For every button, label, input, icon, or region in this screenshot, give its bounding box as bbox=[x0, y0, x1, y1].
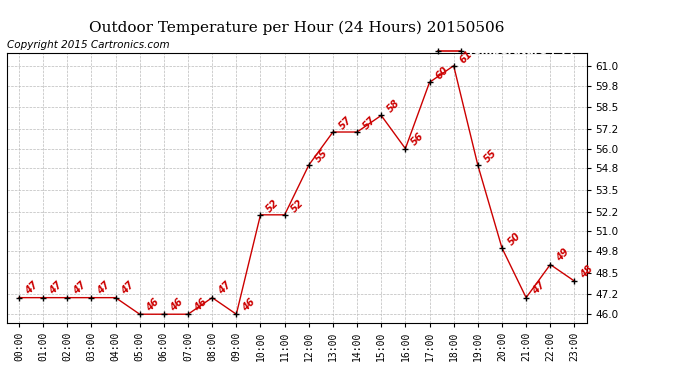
Text: 52: 52 bbox=[289, 197, 306, 214]
Text: 60: 60 bbox=[434, 65, 451, 81]
Text: 47: 47 bbox=[48, 280, 64, 297]
Text: 47: 47 bbox=[72, 280, 88, 297]
Text: 49: 49 bbox=[555, 247, 571, 264]
Text: 46: 46 bbox=[144, 297, 161, 314]
Text: 47: 47 bbox=[217, 280, 233, 297]
Text: 47: 47 bbox=[531, 280, 547, 297]
Title: Outdoor Temperature per Hour (24 Hours) 20150506: Outdoor Temperature per Hour (24 Hours) … bbox=[89, 21, 504, 35]
Text: 55: 55 bbox=[313, 148, 330, 164]
Text: 50: 50 bbox=[506, 231, 523, 247]
Text: 52: 52 bbox=[265, 197, 282, 214]
Text: 46: 46 bbox=[193, 297, 209, 314]
Text: 56: 56 bbox=[410, 131, 426, 148]
Text: 47: 47 bbox=[120, 280, 137, 297]
Text: 57: 57 bbox=[337, 115, 354, 131]
Text: Copyright 2015 Cartronics.com: Copyright 2015 Cartronics.com bbox=[7, 40, 170, 50]
Text: 57: 57 bbox=[362, 115, 378, 131]
Text: 61: 61 bbox=[458, 48, 475, 65]
Text: 55: 55 bbox=[482, 148, 499, 164]
Text: 47: 47 bbox=[23, 280, 40, 297]
Text: 47: 47 bbox=[96, 280, 112, 297]
Text: 48: 48 bbox=[579, 264, 595, 280]
Text: 46: 46 bbox=[241, 297, 257, 314]
Text: 46: 46 bbox=[168, 297, 185, 314]
Text: 58: 58 bbox=[386, 98, 402, 115]
